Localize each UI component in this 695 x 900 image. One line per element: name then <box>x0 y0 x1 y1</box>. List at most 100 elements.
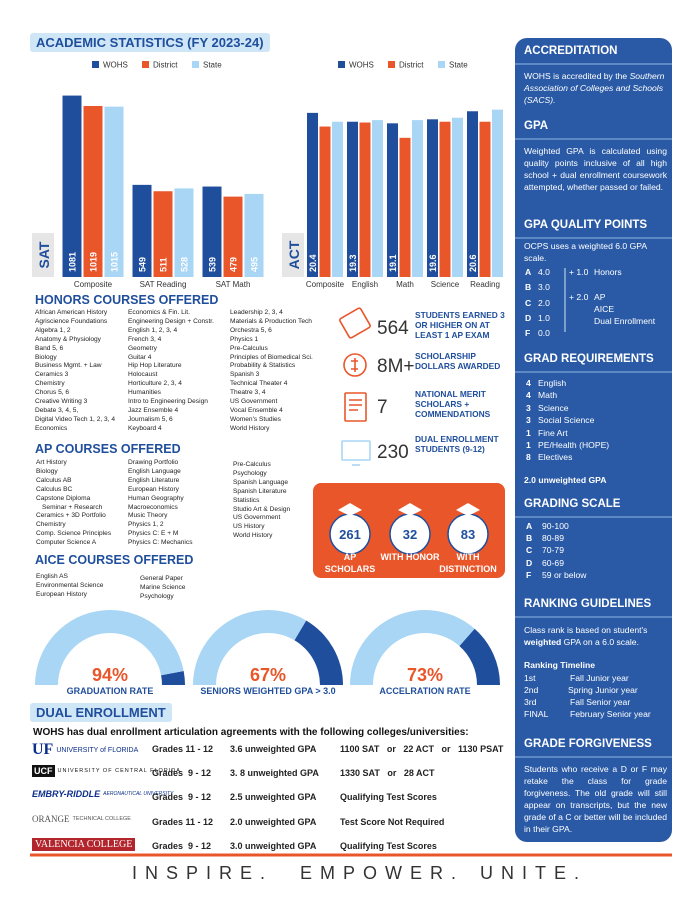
award-cap <box>456 503 480 516</box>
logo-text: UF <box>32 741 54 758</box>
stat-value: 230 <box>377 442 409 463</box>
course-item: Debate 3, 4, 5, <box>35 406 79 414</box>
x-tick-label: SAT Math <box>216 280 251 289</box>
data-label: 479 <box>229 257 239 272</box>
bold-text: weighted <box>524 637 562 647</box>
axis-label-bg <box>32 233 54 277</box>
award-value: 261 <box>339 527 361 542</box>
bar <box>319 126 331 277</box>
scale-letter: A <box>526 521 533 531</box>
bar <box>439 121 451 278</box>
sidebar-heading: GRADING SCALE <box>524 498 621 510</box>
course-item: English AS <box>36 573 68 580</box>
course-item: Macroeconomics <box>128 503 178 511</box>
college-logo: UF UNIVERSITY of FLORIDA <box>32 741 138 759</box>
award-label: WITH DISTINCTION <box>439 552 497 574</box>
data-label: 528 <box>180 257 190 272</box>
bar <box>479 121 491 278</box>
stat-label: STUDENTS EARNED 3 OR HIGHER ON AT LEAST … <box>415 310 505 340</box>
section-title: AP COURSES OFFERED <box>35 442 181 456</box>
award-value: 83 <box>461 527 475 542</box>
course-item: Creative Writing 3 <box>35 398 88 405</box>
legend-swatch <box>338 61 345 68</box>
gauge-value <box>193 610 307 685</box>
bar <box>492 109 503 277</box>
gpa: 2.0 unweighted GPA <box>230 816 317 827</box>
gpa: 3. 8 unweighted GPA <box>230 768 319 779</box>
tests: Qualifying Test Scores <box>340 840 437 851</box>
course-item: Agriscience Foundations <box>35 317 108 325</box>
data-label: 19.6 <box>428 254 438 272</box>
data-label: 549 <box>138 257 148 272</box>
legend-label: WOHS <box>103 61 128 70</box>
course-item: Economics & Fin. Lit. <box>128 309 190 316</box>
course-item: Psychology <box>233 469 267 477</box>
grade-letter: F <box>525 328 531 339</box>
stat-icons <box>339 307 371 466</box>
bonus-item: Honors <box>594 267 622 277</box>
course-item: Jazz Ensemble 4 <box>128 406 179 414</box>
course-item: Calculus AB <box>36 476 72 484</box>
tests: Test Score Not Required <box>340 816 445 827</box>
gauge-value-label: 67% <box>250 665 286 685</box>
data-label: 1015 <box>110 252 120 272</box>
gauge-track <box>161 670 185 685</box>
req-count: 4 <box>526 378 531 388</box>
x-tick-label: SAT Reading <box>140 280 187 289</box>
course-item: Holocaust <box>128 371 158 379</box>
grade-letter: B <box>525 282 532 293</box>
text: GPA on a 6.0 scale. <box>561 637 639 647</box>
bar <box>332 121 343 278</box>
bar <box>452 117 463 277</box>
course-item: Probability & Statistics <box>230 362 296 370</box>
course-item: Anatomy & Physiology <box>35 335 101 343</box>
course-item: Physics 1 <box>230 335 259 343</box>
timeline-term: Fall Junior year <box>570 673 629 683</box>
grade-points: 4.0 <box>538 267 550 277</box>
act-chart: WOHS District State ACT Composite 20.4 English… <box>282 61 503 289</box>
timeline-term: February Senior year <box>570 709 651 719</box>
data-label: 539 <box>208 257 218 272</box>
course-item: Studio Art & Design <box>233 505 291 513</box>
scale-letter: B <box>526 533 533 544</box>
gauge-chart: 94%GRADUATION RATE 67%SENIORS WEIGHTED GP… <box>35 610 500 696</box>
course-item: Art History <box>36 459 67 466</box>
stat-label: SCHOLARSHIP DOLLARS AWARDED <box>415 351 501 371</box>
course-item: European History <box>36 590 87 598</box>
sidebar-heading: GPA QUALITY POINTS <box>524 219 648 231</box>
grade-points: 1.0 <box>538 312 550 323</box>
axis-label-bg <box>282 233 304 277</box>
gauge-value-label: 94% <box>92 665 128 685</box>
req-count: 8 <box>526 452 531 463</box>
timeline-term: Fall Senior year <box>570 697 631 707</box>
bonus-item: Dual Enrollment <box>594 316 656 326</box>
bar <box>372 120 383 277</box>
motto-word: INSPIRE. <box>132 863 274 883</box>
course-item: Calculus BC <box>36 485 73 493</box>
logo-text: EMBRY-RIDDLE <box>32 789 101 800</box>
gpa: 3.0 unweighted GPA <box>230 840 317 851</box>
req-subject: Social Science <box>538 415 595 426</box>
grade-letter: A <box>525 267 532 277</box>
scale-range: 90-100 <box>542 521 569 531</box>
course-item: Chemistry <box>35 380 65 388</box>
course-item: Women's Studies <box>230 415 281 423</box>
gauge-value <box>350 610 475 685</box>
tests: 1100 SAT or 22 ACT or 1130 PSAT <box>340 744 504 754</box>
sidebar-heading: RANKING GUIDELINES <box>524 598 652 610</box>
course-item: Engineering Design + Constr. <box>128 317 214 325</box>
grade-points: 2.0 <box>538 297 550 308</box>
data-label: 1081 <box>68 252 78 272</box>
bar <box>223 196 243 277</box>
bar <box>132 184 152 277</box>
scale-letter: D <box>526 557 533 568</box>
x-tick-label: Composite <box>306 280 345 289</box>
req-count: 1 <box>526 440 531 450</box>
award-cap <box>398 503 422 516</box>
course-item: Band 5, 6 <box>35 344 64 352</box>
course-item: Principles of Biomedical Sci. <box>230 353 313 361</box>
award-label: WITH HONOR <box>380 552 440 562</box>
bar <box>347 121 358 278</box>
course-item: World History <box>230 424 270 432</box>
course-item: Orchestra 5, 6 <box>230 326 272 334</box>
